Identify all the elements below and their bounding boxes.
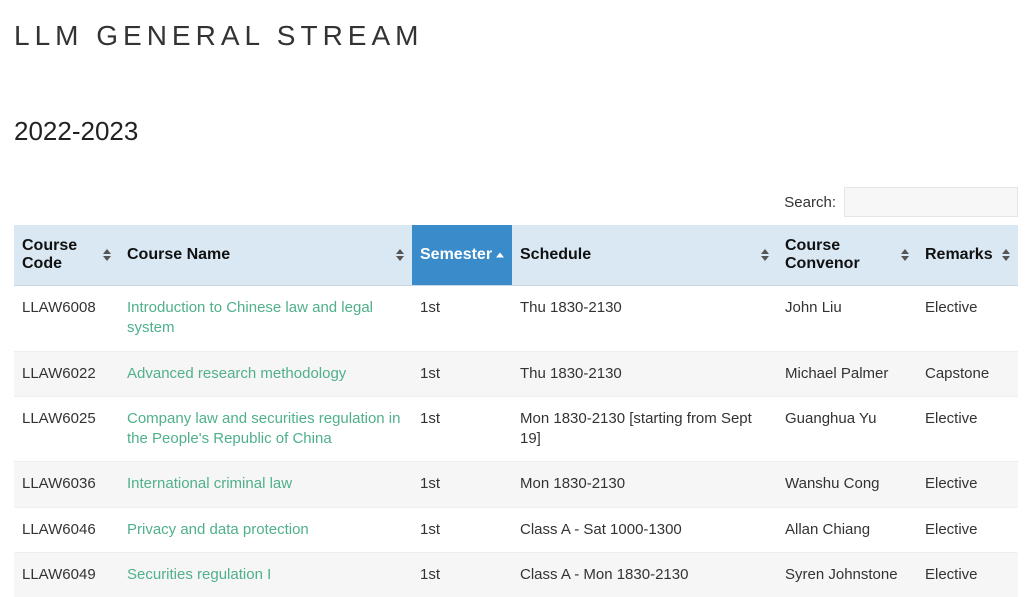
cell-course-convenor: Michael Palmer [777, 351, 917, 396]
cell-semester: 1st [412, 552, 512, 597]
cell-schedule: Thu 1830-2130 [512, 351, 777, 396]
cell-course-name: Advanced research methodology [119, 351, 412, 396]
table-row: LLAW6008Introduction to Chinese law and … [14, 286, 1018, 352]
cell-course-code: LLAW6049 [14, 552, 119, 597]
cell-course-convenor: John Liu [777, 286, 917, 352]
sort-icon [103, 249, 111, 261]
page-title: LLM GENERAL STREAM [14, 20, 1018, 52]
cell-schedule: Class A - Sat 1000-1300 [512, 507, 777, 552]
sort-icon [396, 249, 404, 261]
cell-semester: 1st [412, 351, 512, 396]
cell-course-code: LLAW6036 [14, 462, 119, 507]
cell-remarks: Elective [917, 552, 1018, 597]
search-input[interactable] [844, 187, 1018, 217]
cell-course-code: LLAW6022 [14, 351, 119, 396]
table-row: LLAW6025Company law and securities regul… [14, 396, 1018, 462]
cell-schedule: Thu 1830-2130 [512, 286, 777, 352]
cell-remarks: Elective [917, 396, 1018, 462]
col-header-semester[interactable]: Semester [412, 225, 512, 286]
cell-semester: 1st [412, 286, 512, 352]
cell-course-convenor: Allan Chiang [777, 507, 917, 552]
cell-remarks: Capstone [917, 351, 1018, 396]
col-header-label: Semester [420, 246, 492, 263]
cell-schedule: Class A - Mon 1830-2130 [512, 552, 777, 597]
col-header-schedule[interactable]: Schedule [512, 225, 777, 286]
course-name-link[interactable]: Company law and securities regulation in… [127, 410, 400, 447]
cell-course-convenor: Guanghua Yu [777, 396, 917, 462]
sort-icon [901, 249, 909, 261]
cell-course-name: Introduction to Chinese law and legal sy… [119, 286, 412, 352]
cell-course-code: LLAW6046 [14, 507, 119, 552]
course-name-link[interactable]: Securities regulation I [127, 566, 271, 583]
cell-remarks: Elective [917, 462, 1018, 507]
cell-remarks: Elective [917, 507, 1018, 552]
cell-course-code: LLAW6008 [14, 286, 119, 352]
course-name-link[interactable]: International criminal law [127, 475, 292, 492]
col-header-course-name[interactable]: Course Name [119, 225, 412, 286]
course-name-link[interactable]: Introduction to Chinese law and legal sy… [127, 299, 373, 336]
cell-schedule: Mon 1830-2130 [512, 462, 777, 507]
table-row: LLAW6046 Privacy and data protection 1stCl… [14, 507, 1018, 552]
academic-year: 2022-2023 [14, 116, 1018, 147]
cell-course-name: Company law and securities regulation in… [119, 396, 412, 462]
cell-course-name: Privacy and data protection [119, 507, 412, 552]
sort-asc-icon [496, 253, 504, 258]
cell-course-name: International criminal law [119, 462, 412, 507]
sort-icon [761, 249, 769, 261]
col-header-label: Remarks [925, 246, 993, 263]
col-header-label: Schedule [520, 246, 591, 263]
sort-icon [1002, 249, 1010, 261]
cell-semester: 1st [412, 507, 512, 552]
search-label: Search: [784, 194, 836, 211]
cell-course-convenor: Wanshu Cong [777, 462, 917, 507]
col-header-label: Course Code [22, 237, 77, 272]
table-row: LLAW6036 International criminal law 1stMon… [14, 462, 1018, 507]
col-header-remarks[interactable]: Remarks [917, 225, 1018, 286]
col-header-label: Course Convenor [785, 237, 860, 272]
search-container: Search: [14, 187, 1018, 217]
cell-course-name: Securities regulation I [119, 552, 412, 597]
cell-remarks: Elective [917, 286, 1018, 352]
col-header-course-code[interactable]: Course Code [14, 225, 119, 286]
cell-semester: 1st [412, 462, 512, 507]
table-header-row: Course Code Course Name Semester Schedul… [14, 225, 1018, 286]
course-name-link[interactable]: Advanced research methodology [127, 365, 346, 382]
table-row: LLAW6049 Securities regulation I 1stClass … [14, 552, 1018, 597]
cell-course-code: LLAW6025 [14, 396, 119, 462]
course-name-link[interactable]: Privacy and data protection [127, 521, 309, 538]
courses-table: Course Code Course Name Semester Schedul… [14, 225, 1018, 597]
cell-course-convenor: Syren Johnstone [777, 552, 917, 597]
table-row: LLAW6022 Advanced research methodology 1st… [14, 351, 1018, 396]
cell-schedule: Mon 1830-2130 [starting from Sept 19] [512, 396, 777, 462]
cell-semester: 1st [412, 396, 512, 462]
col-header-course-convenor[interactable]: Course Convenor [777, 225, 917, 286]
col-header-label: Course Name [127, 246, 230, 263]
